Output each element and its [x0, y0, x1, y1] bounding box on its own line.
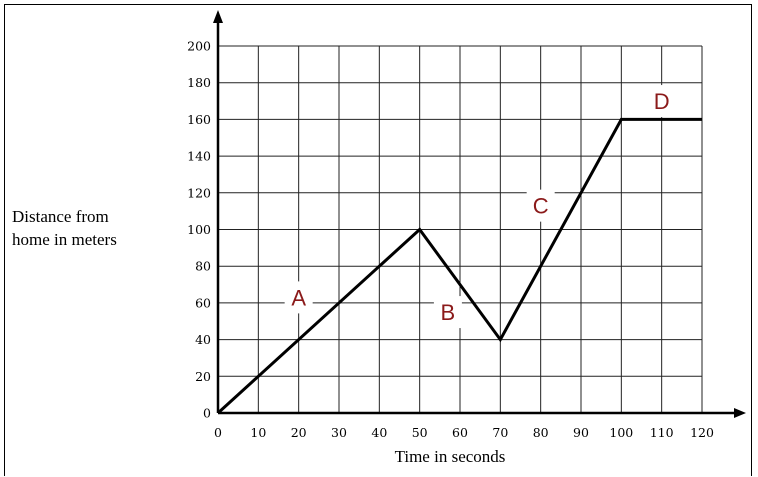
x-axis-arrow	[734, 408, 746, 418]
y-tick-label: 200	[187, 39, 211, 54]
x-tick-label: 110	[650, 425, 674, 440]
x-tick-label: 120	[690, 425, 714, 440]
y-tick-label: 120	[187, 185, 211, 200]
x-tick-label: 70	[492, 425, 508, 440]
x-tick-label: 40	[371, 425, 387, 440]
segment-label-a: A	[291, 285, 306, 310]
segment-label-background	[433, 296, 462, 329]
distance-line	[216, 117, 702, 415]
x-tick-label: 0	[214, 425, 222, 440]
y-axis-title-line-1: Distance from	[12, 207, 109, 226]
segment-label-background	[526, 189, 555, 222]
y-tick-label: 20	[195, 369, 211, 384]
x-tick-label: 60	[452, 425, 468, 440]
x-tick-label: 20	[291, 425, 307, 440]
x-tick-label: 80	[533, 425, 549, 440]
y-tick-label: 0	[203, 406, 211, 421]
segment-label-c: C	[533, 194, 549, 219]
chart-frame	[4, 4, 752, 476]
tick-labels: 0 10 20 30 40 50 60 70 80 90 100 110 120 0 20 40 60 80 100…	[187, 39, 714, 441]
segment-labels: A B C D	[284, 85, 676, 329]
grid	[217, 45, 703, 414]
x-tick-label: 90	[573, 425, 589, 440]
y-tick-label: 160	[187, 112, 211, 127]
x-tick-label: 50	[412, 425, 428, 440]
segment-label-background	[647, 85, 676, 118]
y-axis-arrow	[213, 10, 223, 23]
y-tick-label: 140	[187, 149, 211, 164]
y-tick-label: 180	[187, 75, 211, 90]
y-tick-label: 100	[187, 222, 211, 237]
y-axis-title-line-2: home in meters	[12, 230, 117, 249]
segment-label-b: B	[441, 300, 456, 325]
x-axis-title: Time in seconds	[395, 447, 506, 466]
segment-label-background	[284, 281, 313, 314]
y-tick-label: 80	[195, 259, 211, 274]
y-tick-label: 60	[195, 295, 211, 310]
x-tick-label: 100	[609, 425, 633, 440]
x-tick-label: 10	[250, 425, 266, 440]
series	[216, 117, 702, 415]
axes	[213, 10, 746, 418]
x-tick-label: 30	[331, 425, 347, 440]
y-tick-label: 40	[195, 332, 211, 347]
segment-label-d: D	[654, 89, 670, 114]
